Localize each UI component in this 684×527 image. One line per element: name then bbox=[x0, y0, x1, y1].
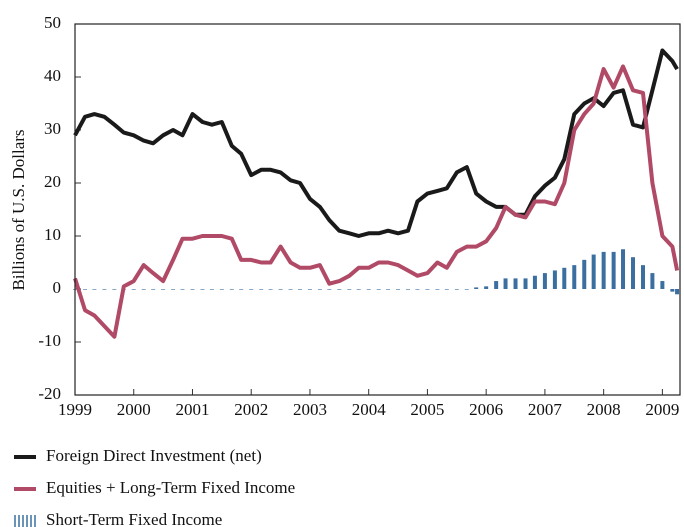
bar bbox=[190, 289, 195, 290]
bar bbox=[317, 289, 322, 290]
bar bbox=[337, 289, 342, 290]
bar bbox=[356, 289, 361, 290]
legend-label: Foreign Direct Investment (net) bbox=[46, 446, 262, 465]
y-tick-label: -20 bbox=[38, 384, 61, 403]
bar bbox=[464, 289, 469, 290]
bar bbox=[494, 281, 499, 289]
bar bbox=[532, 275, 537, 289]
bar bbox=[513, 278, 518, 289]
bar bbox=[572, 265, 577, 289]
bar bbox=[82, 289, 87, 290]
y-tick-label: -10 bbox=[38, 331, 61, 350]
bar bbox=[406, 289, 411, 290]
bar bbox=[542, 273, 547, 289]
bar bbox=[131, 289, 136, 290]
x-tick-label: 2003 bbox=[293, 400, 327, 419]
bar bbox=[425, 289, 430, 290]
bar bbox=[562, 267, 567, 289]
y-tick-label: 10 bbox=[44, 225, 61, 244]
bar bbox=[591, 254, 596, 289]
bar bbox=[278, 289, 283, 290]
bar bbox=[503, 278, 508, 289]
bar bbox=[209, 289, 214, 290]
bar bbox=[650, 273, 655, 289]
bar bbox=[249, 289, 254, 290]
bar bbox=[161, 289, 166, 290]
x-tick-label: 2002 bbox=[234, 400, 268, 419]
bar bbox=[180, 289, 185, 290]
bar bbox=[297, 289, 302, 290]
bar bbox=[259, 289, 264, 290]
x-tick-label: 2006 bbox=[469, 400, 503, 419]
bar bbox=[219, 289, 224, 290]
bar bbox=[454, 289, 459, 290]
bar bbox=[621, 249, 626, 289]
bar bbox=[582, 259, 587, 289]
bar bbox=[444, 289, 449, 290]
bar bbox=[611, 251, 616, 289]
bar bbox=[141, 289, 146, 290]
x-tick-label: 2001 bbox=[175, 400, 209, 419]
bar bbox=[288, 289, 293, 290]
bar bbox=[112, 289, 117, 290]
x-tick-label: 2008 bbox=[587, 400, 621, 419]
bar bbox=[396, 289, 401, 290]
bar bbox=[484, 286, 489, 289]
bar bbox=[366, 289, 371, 290]
y-tick-label: 30 bbox=[44, 119, 61, 138]
bar bbox=[102, 289, 107, 290]
bar bbox=[631, 257, 636, 289]
bar bbox=[151, 289, 156, 290]
bar bbox=[376, 289, 381, 290]
bar bbox=[675, 289, 680, 295]
x-tick-label: 2007 bbox=[528, 400, 563, 419]
y-tick-label: 40 bbox=[44, 66, 61, 85]
bar bbox=[552, 270, 557, 289]
bar bbox=[601, 251, 606, 289]
line-series bbox=[73, 48, 679, 238]
y-tick-label: 50 bbox=[44, 13, 61, 32]
bar bbox=[386, 289, 391, 290]
x-tick-label: 2005 bbox=[410, 400, 444, 419]
x-tick-label: 2009 bbox=[645, 400, 679, 419]
bar bbox=[640, 265, 645, 289]
bar bbox=[239, 289, 244, 290]
bar bbox=[327, 289, 332, 290]
bar bbox=[307, 289, 312, 290]
bar bbox=[670, 289, 675, 292]
bar bbox=[474, 287, 479, 289]
y-axis-label: Billions of U.S. Dollars bbox=[9, 129, 28, 290]
legend-label: Equities + Long-Term Fixed Income bbox=[46, 478, 295, 497]
bar bbox=[523, 278, 528, 289]
y-tick-label: 0 bbox=[53, 278, 62, 297]
bar bbox=[435, 289, 440, 290]
bar bbox=[415, 289, 420, 290]
bar bbox=[171, 289, 176, 290]
bar bbox=[268, 289, 273, 290]
x-tick-label: 2000 bbox=[117, 400, 151, 419]
bar bbox=[200, 289, 205, 290]
bar bbox=[347, 289, 352, 290]
x-tick-label: 2004 bbox=[352, 400, 387, 419]
bar bbox=[229, 289, 234, 290]
bar bbox=[92, 289, 97, 290]
plot-frame bbox=[74, 23, 681, 396]
legend-label: Short-Term Fixed Income bbox=[46, 510, 222, 527]
bar bbox=[660, 281, 665, 289]
y-tick-label: 20 bbox=[44, 172, 61, 191]
line-series bbox=[73, 64, 680, 339]
x-tick-label: 1999 bbox=[58, 400, 92, 419]
